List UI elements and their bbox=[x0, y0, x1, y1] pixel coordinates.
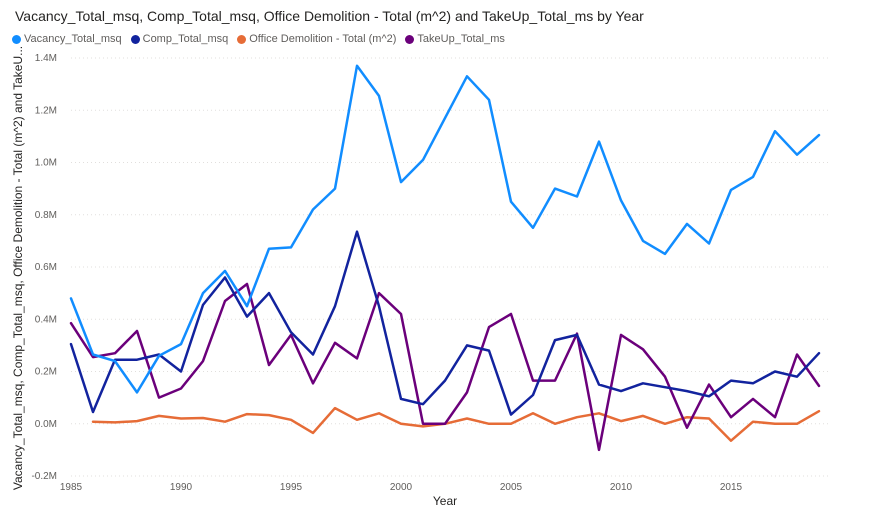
legend-marker-takeup bbox=[405, 34, 415, 44]
legend-label-takeup: TakeUp_Total_ms bbox=[417, 33, 505, 45]
legend-item-demolition[interactable]: Office Demolition - Total (m^2) bbox=[237, 33, 396, 45]
y-tick-label: -0.2M bbox=[31, 471, 57, 482]
series-line-office-demolition-total-m-2[interactable] bbox=[91, 406, 821, 442]
series-line-takeup-total-ms[interactable] bbox=[69, 282, 821, 452]
x-axis-title: Year bbox=[433, 494, 457, 508]
legend-label-demolition: Office Demolition - Total (m^2) bbox=[249, 33, 397, 45]
y-tick-label: 1.0M bbox=[35, 158, 57, 169]
x-tick-label: 2005 bbox=[500, 482, 523, 493]
legend-item-takeup[interactable]: TakeUp_Total_ms bbox=[405, 33, 505, 45]
chart-legend: Vacancy_Total_msq Comp_Total_msq Office … bbox=[12, 33, 505, 45]
legend-label-comp: Comp_Total_msq bbox=[142, 33, 229, 45]
y-tick-label: 1.2M bbox=[35, 105, 57, 116]
x-tick-label: 1990 bbox=[170, 482, 193, 493]
x-tick-label: 1995 bbox=[280, 482, 303, 493]
series-line-comp-total-msq[interactable] bbox=[69, 230, 821, 416]
y-tick-label: 0.2M bbox=[35, 367, 57, 378]
x-tick-label: 2010 bbox=[610, 482, 633, 493]
series-line-vacancy-total-msq[interactable] bbox=[69, 64, 821, 394]
legend-marker-vacancy bbox=[12, 34, 21, 44]
legend-marker-comp bbox=[130, 34, 140, 44]
legend-marker-demolition bbox=[237, 34, 247, 44]
x-tick-label: 2000 bbox=[390, 482, 413, 493]
legend-item-vacancy[interactable]: Vacancy_Total_msq bbox=[12, 33, 122, 45]
y-tick-label: 0.0M bbox=[35, 419, 57, 430]
x-tick-label: 1985 bbox=[60, 482, 83, 493]
y-tick-label: 0.6M bbox=[35, 262, 57, 273]
y-tick-label: 0.4M bbox=[35, 314, 57, 325]
y-axis-title: Vacancy_Total_msq, Comp_Total_msq, Offic… bbox=[11, 46, 25, 490]
x-tick-label: 2015 bbox=[720, 482, 743, 493]
chart-title: Vacancy_Total_msq, Comp_Total_msq, Offic… bbox=[15, 8, 644, 24]
legend-item-comp[interactable]: Comp_Total_msq bbox=[130, 33, 229, 45]
y-tick-label: 1.4M bbox=[35, 53, 57, 64]
y-tick-label: 0.8M bbox=[35, 210, 57, 221]
legend-label-vacancy: Vacancy_Total_msq bbox=[24, 33, 122, 45]
